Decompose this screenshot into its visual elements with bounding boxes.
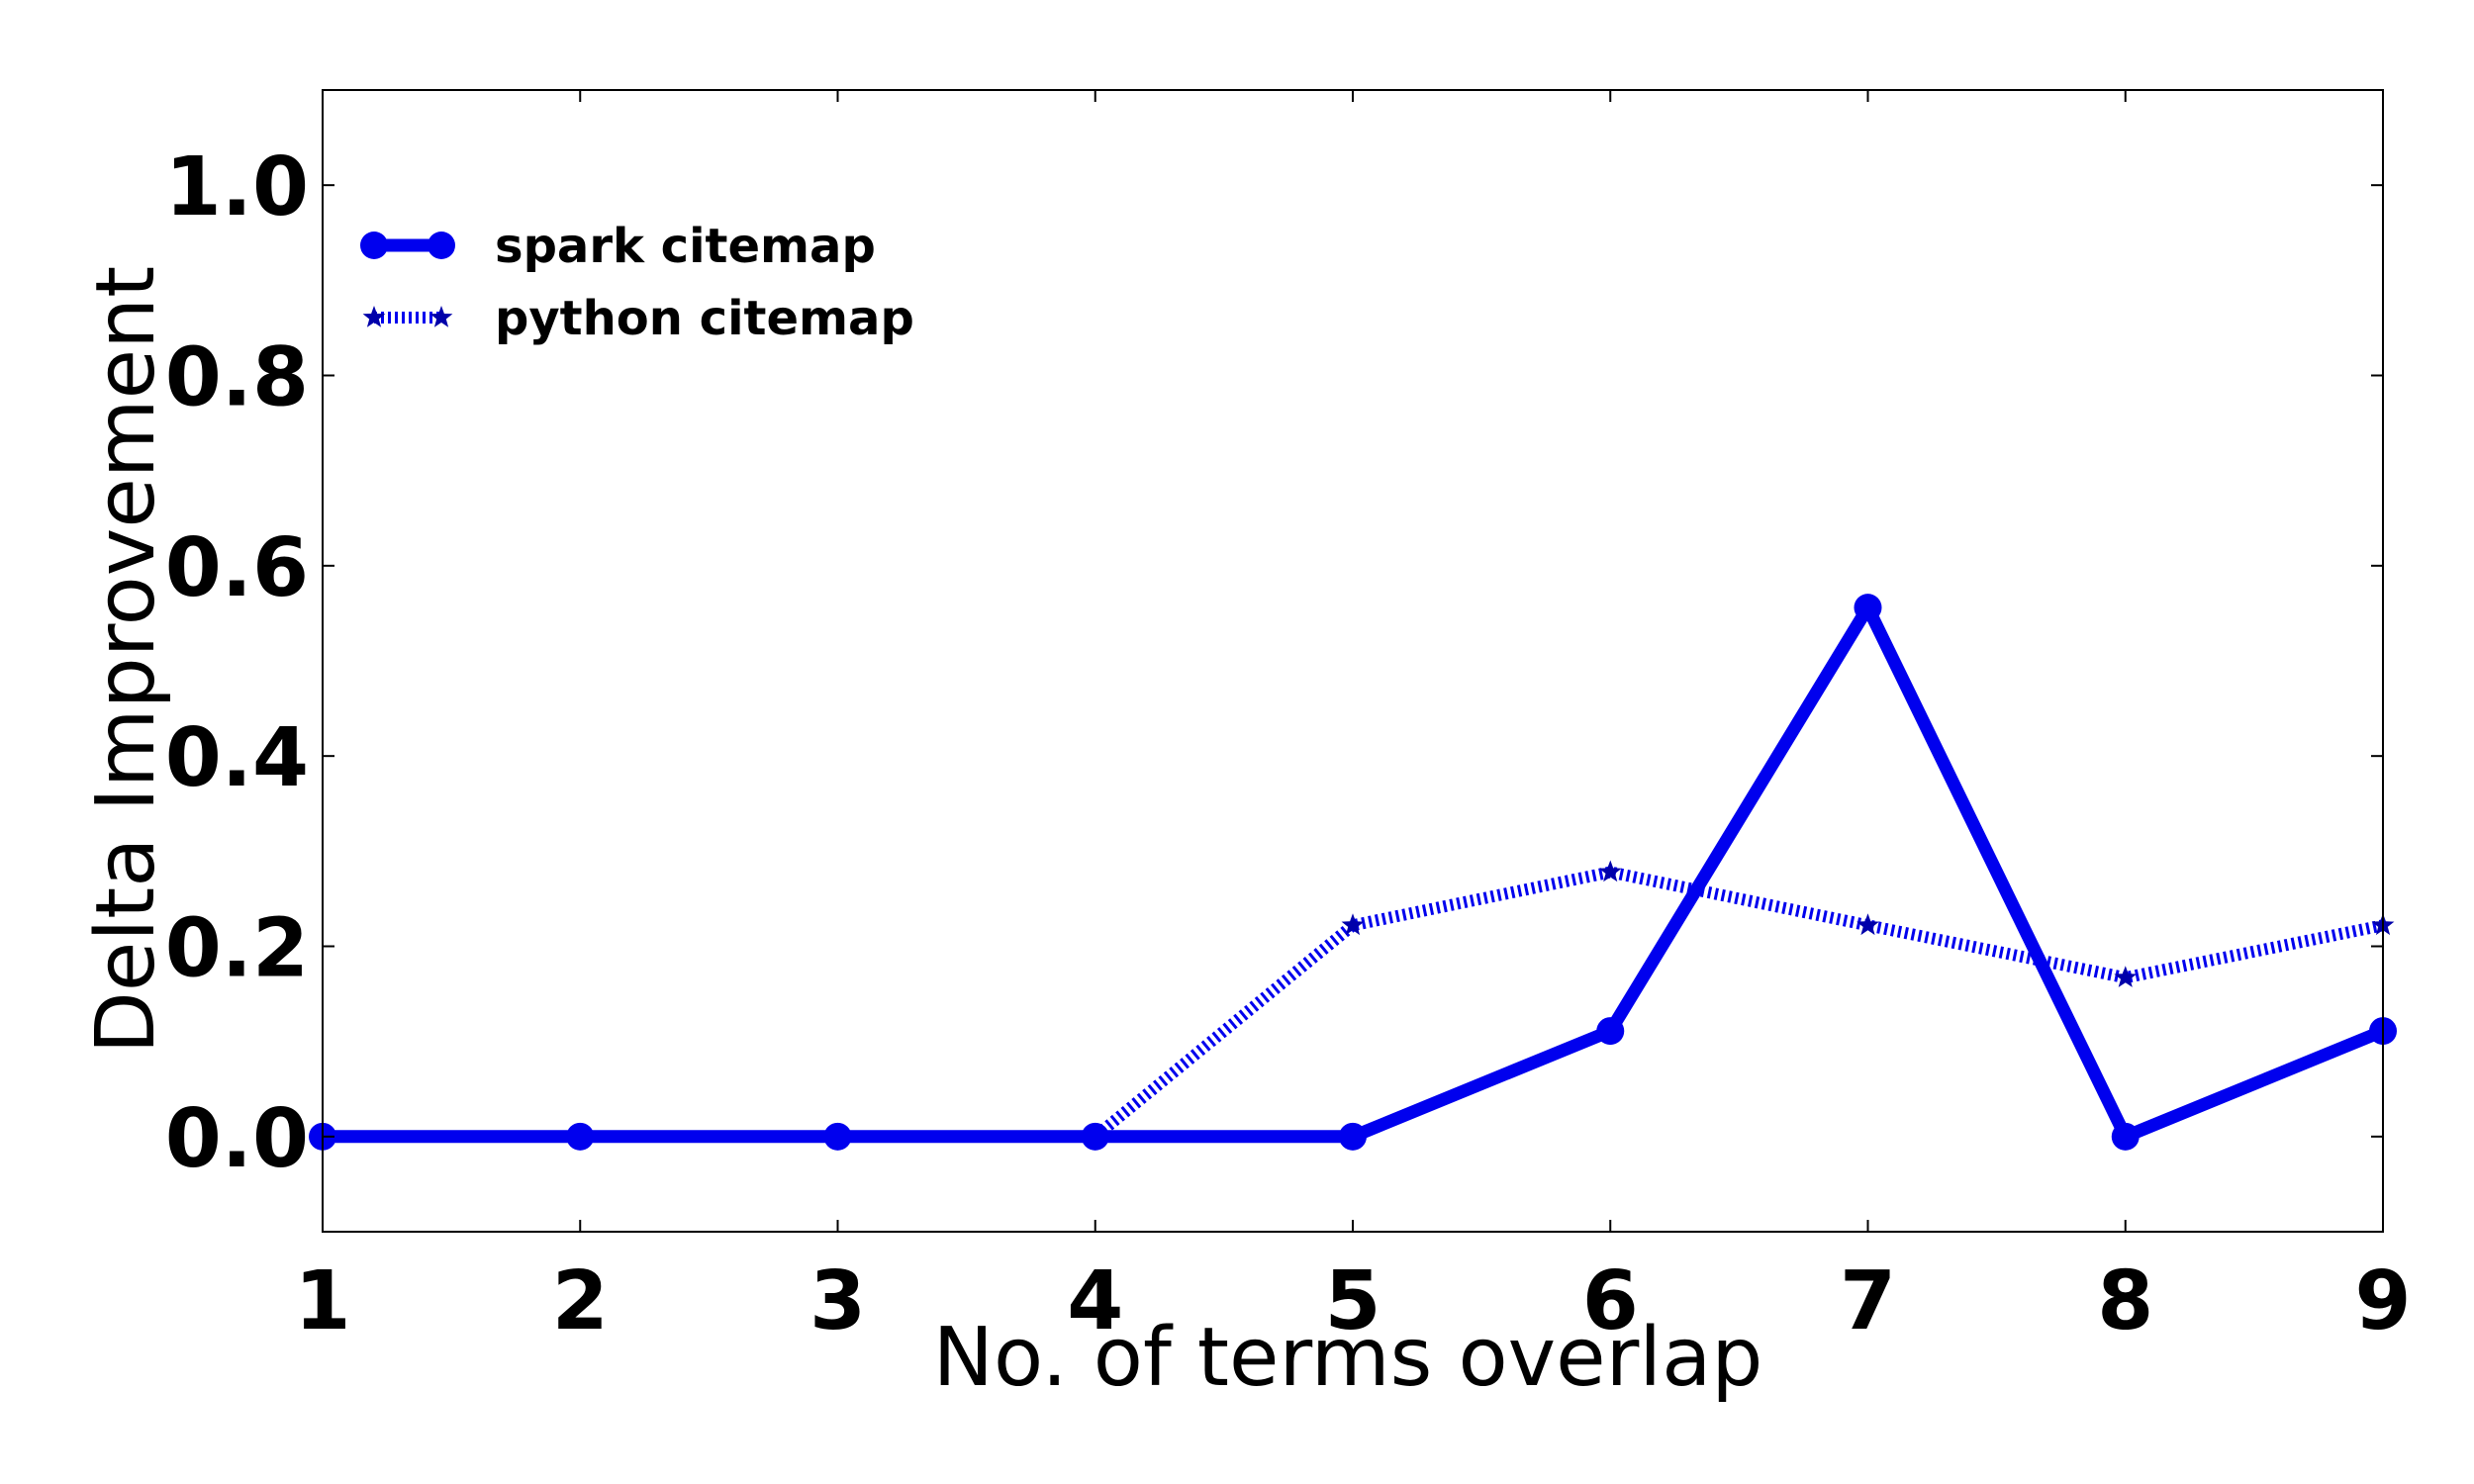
legend-item-python-citemap: python citemap — [362, 291, 914, 346]
data-point — [1598, 860, 1622, 882]
series-spark-citemap — [309, 594, 2397, 1151]
x-tick-label: 2 — [552, 1254, 609, 1348]
y-axis: 0.0 0.2 0.4 0.6 0.8 1.0 — [165, 140, 2383, 1186]
x-tick-label: 8 — [2097, 1254, 2153, 1348]
legend-marker — [362, 306, 386, 327]
legend-item-spark-citemap: spark citemap — [360, 219, 876, 274]
data-point — [1081, 1122, 1109, 1151]
data-point — [1341, 913, 1365, 936]
x-tick-label: 3 — [809, 1254, 866, 1348]
x-tick-label: 4 — [1067, 1254, 1123, 1348]
y-tick-label: 0.6 — [165, 521, 309, 615]
legend-marker — [429, 306, 453, 327]
legend-marker — [428, 232, 455, 259]
data-point — [1596, 1017, 1625, 1046]
y-tick-label: 0.0 — [165, 1092, 309, 1186]
y-tick-label: 0.2 — [165, 902, 309, 996]
y-tick-label: 0.8 — [165, 331, 309, 425]
legend-label: python citemap — [495, 291, 914, 346]
data-point — [566, 1122, 595, 1151]
data-point — [2111, 1122, 2140, 1151]
x-tick-label: 7 — [1840, 1254, 1896, 1348]
data-point — [1854, 594, 1882, 622]
x-tick-label: 1 — [294, 1254, 350, 1348]
y-axis-title: Delta Improvement — [79, 266, 173, 1054]
plot-area — [309, 594, 2397, 1151]
legend-label: spark citemap — [495, 219, 876, 274]
data-point — [823, 1122, 852, 1151]
data-point — [2114, 966, 2138, 987]
x-tick-label: 9 — [2354, 1254, 2411, 1348]
y-tick-label: 0.4 — [165, 711, 309, 805]
data-point — [1856, 913, 1879, 936]
x-axis: 1 2 3 4 5 6 7 8 9 — [294, 90, 2412, 1348]
y-tick-label: 1.0 — [165, 140, 309, 234]
x-tick-label: 5 — [1324, 1254, 1380, 1348]
legend: spark citemap python citemap — [360, 219, 914, 346]
data-point — [1339, 1122, 1367, 1151]
legend-marker — [360, 232, 388, 259]
x-axis-title: No. of terms overlap — [933, 1311, 1763, 1405]
x-tick-label: 6 — [1582, 1254, 1639, 1348]
